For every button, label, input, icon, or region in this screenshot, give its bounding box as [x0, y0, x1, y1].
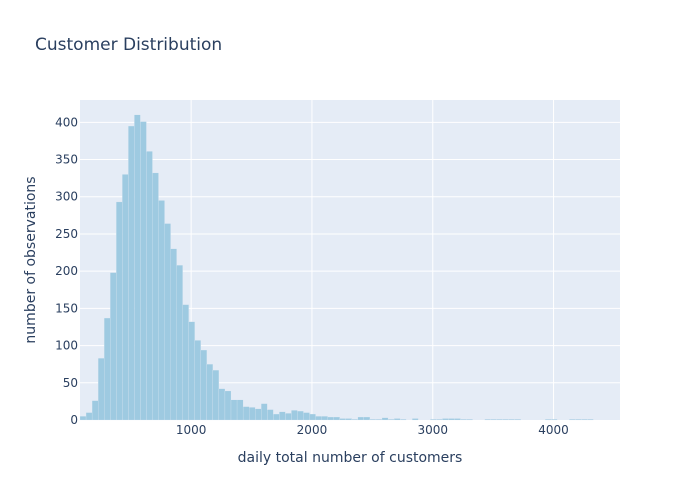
y-tick-label: 250	[55, 227, 78, 241]
histogram-bar	[333, 416, 340, 421]
histogram-bar	[575, 419, 582, 421]
histogram-bar	[267, 409, 274, 421]
histogram-bar	[363, 416, 371, 421]
histogram-bar	[230, 399, 238, 421]
x-axis-ticks: 1000 2000 3000 4000	[176, 423, 569, 437]
histogram-bar	[412, 418, 419, 421]
y-tick-label: 150	[55, 301, 78, 315]
histogram-bar	[569, 419, 576, 421]
histogram-bar	[327, 416, 334, 421]
histogram-bar	[393, 418, 401, 421]
histogram-bar	[514, 419, 522, 421]
histogram-bar	[490, 419, 497, 421]
histogram-bar	[496, 419, 503, 421]
histogram-bar	[255, 408, 262, 421]
histogram-bar	[85, 412, 93, 421]
histogram-bar	[206, 364, 213, 421]
histogram-bar	[357, 416, 364, 421]
histogram-bar	[176, 265, 183, 421]
x-tick-label: 4000	[538, 423, 569, 437]
histogram-bar	[104, 317, 111, 421]
histogram-bar	[242, 406, 250, 421]
histogram-bar	[212, 370, 220, 421]
histogram-bar	[91, 400, 99, 421]
histogram-bar	[466, 419, 473, 421]
histogram-bar	[400, 419, 407, 421]
histogram-bar	[285, 413, 292, 421]
histogram-bar	[79, 416, 87, 421]
histogram-bar	[218, 388, 226, 421]
histogram-bar	[122, 174, 129, 421]
x-tick-label: 1000	[176, 423, 207, 437]
y-tick-label: 400	[55, 115, 78, 129]
histogram-bar	[224, 390, 232, 421]
histogram-bar	[502, 419, 509, 421]
y-tick-label: 300	[55, 190, 78, 204]
histogram-bar	[442, 418, 449, 421]
y-axis-ticks: 0 50 100 150 200 250 300 350 400	[55, 115, 78, 427]
histogram-bar	[381, 417, 389, 421]
y-tick-label: 350	[55, 153, 78, 167]
histogram-bar	[587, 419, 594, 421]
histogram-bar	[339, 418, 346, 421]
histogram-bar	[128, 125, 135, 421]
histogram-bar	[448, 418, 455, 421]
x-tick-label: 3000	[417, 423, 448, 437]
histogram-bar	[116, 201, 123, 421]
histogram-bar	[140, 121, 147, 421]
x-tick-label: 2000	[297, 423, 328, 437]
histogram-bar	[200, 349, 207, 421]
histogram-bar	[369, 419, 377, 421]
histogram-bar	[134, 114, 141, 421]
histogram-bar	[273, 413, 280, 421]
histogram-bar	[454, 418, 461, 421]
histogram-bar	[297, 410, 304, 421]
histogram-bar	[375, 419, 383, 421]
histogram-bar	[345, 418, 352, 421]
histogram-bar	[551, 419, 558, 421]
histogram-bar	[460, 419, 467, 421]
y-tick-label: 0	[70, 413, 78, 427]
histogram-bars	[79, 114, 594, 421]
y-tick-label: 100	[55, 339, 78, 353]
histogram-bar	[261, 403, 268, 421]
histogram-bar	[164, 223, 171, 421]
histogram-bar	[146, 151, 153, 421]
histogram-bar	[158, 200, 165, 421]
histogram-bar	[315, 416, 322, 421]
histogram-bar	[188, 321, 195, 421]
histogram-bar	[98, 358, 105, 421]
histogram-bar	[430, 419, 437, 421]
x-axis-title: daily total number of customers	[238, 450, 463, 466]
histogram-bar	[279, 411, 286, 421]
histogram-bar	[581, 419, 588, 421]
histogram-bar	[545, 419, 552, 421]
histogram-bar	[436, 419, 443, 421]
histogram-bar	[236, 399, 244, 421]
chart-title: Customer Distribution	[35, 35, 222, 55]
y-tick-label: 200	[55, 264, 78, 278]
histogram-bar	[303, 412, 310, 421]
histogram-bar	[194, 340, 201, 421]
histogram-bar	[309, 413, 316, 421]
histogram-bar	[321, 416, 328, 421]
histogram-bar	[249, 407, 256, 421]
histogram-bar	[387, 419, 395, 421]
y-axis-title: number of observations	[23, 176, 39, 343]
y-tick-label: 50	[63, 376, 78, 390]
histogram-bar	[291, 410, 298, 421]
histogram-bar	[508, 419, 515, 421]
histogram-bar	[484, 419, 491, 421]
histogram-bar	[182, 304, 189, 421]
histogram-bar	[170, 248, 177, 421]
histogram-bar	[351, 419, 358, 421]
histogram-bar	[110, 272, 117, 421]
histogram-bar	[152, 172, 159, 421]
